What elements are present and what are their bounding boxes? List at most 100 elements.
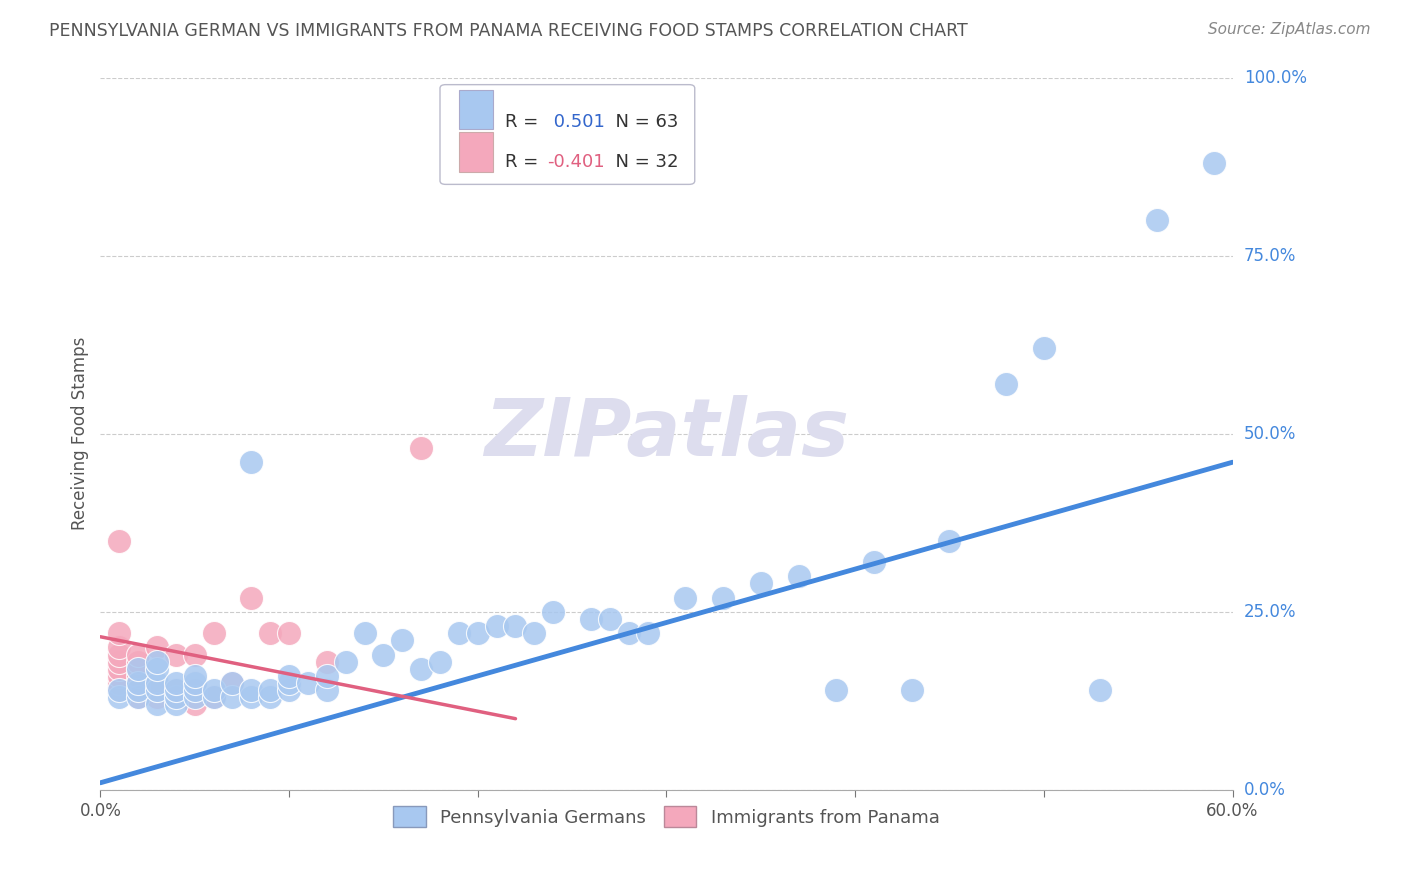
Point [579, 612, 602, 626]
FancyBboxPatch shape [460, 132, 494, 171]
Point [127, 690, 149, 705]
Point [825, 683, 848, 698]
Point [165, 690, 187, 705]
Point [900, 683, 922, 698]
Text: -0.401: -0.401 [547, 153, 605, 171]
FancyBboxPatch shape [440, 85, 695, 185]
Point [165, 690, 187, 705]
Point [221, 690, 243, 705]
Text: Source: ZipAtlas.com: Source: ZipAtlas.com [1208, 22, 1371, 37]
Text: 0.0%: 0.0% [1244, 780, 1285, 799]
Point [146, 690, 169, 705]
Legend: Pennsylvania Germans, Immigrants from Panama: Pennsylvania Germans, Immigrants from Pa… [385, 799, 948, 834]
Point [108, 533, 131, 548]
Text: 75.0%: 75.0% [1244, 246, 1296, 265]
Point [278, 683, 301, 698]
Point [202, 690, 225, 705]
Point [146, 676, 169, 690]
Text: ZIPatlas: ZIPatlas [484, 395, 849, 473]
Point [127, 662, 149, 676]
Point [711, 591, 734, 605]
Point [373, 648, 395, 662]
Point [146, 640, 169, 655]
Point [259, 683, 281, 698]
Point [240, 455, 263, 469]
Point [127, 690, 149, 705]
Point [108, 662, 131, 676]
Text: R =: R = [505, 153, 544, 171]
Point [467, 626, 489, 640]
Point [108, 626, 131, 640]
Point [221, 676, 243, 690]
FancyBboxPatch shape [460, 90, 494, 129]
Point [108, 655, 131, 669]
Point [391, 633, 413, 648]
Text: R =: R = [505, 113, 544, 131]
Point [1202, 156, 1225, 170]
Point [863, 555, 886, 569]
Point [485, 619, 508, 633]
Point [108, 669, 131, 683]
Point [1090, 683, 1112, 698]
Point [278, 669, 301, 683]
Point [146, 683, 169, 698]
Point [127, 676, 149, 690]
Point [599, 612, 621, 626]
Point [146, 698, 169, 712]
Point [673, 591, 696, 605]
Text: 100.0%: 100.0% [1244, 69, 1306, 87]
Y-axis label: Receiving Food Stamps: Receiving Food Stamps [72, 337, 89, 531]
Point [202, 626, 225, 640]
Point [278, 676, 301, 690]
Point [108, 640, 131, 655]
Point [127, 676, 149, 690]
Point [183, 676, 205, 690]
Text: 0.501: 0.501 [547, 113, 605, 131]
Point [165, 698, 187, 712]
Text: 25.0%: 25.0% [1244, 603, 1296, 621]
Point [259, 626, 281, 640]
Point [108, 683, 131, 698]
Point [240, 690, 263, 705]
Point [353, 626, 375, 640]
Text: N = 63: N = 63 [605, 113, 679, 131]
Point [108, 676, 131, 690]
Point [429, 655, 451, 669]
Point [938, 533, 960, 548]
Point [523, 626, 546, 640]
Point [146, 655, 169, 669]
Point [240, 683, 263, 698]
Point [1032, 341, 1054, 355]
Point [108, 683, 131, 698]
Point [617, 626, 640, 640]
Point [202, 683, 225, 698]
Text: PENNSYLVANIA GERMAN VS IMMIGRANTS FROM PANAMA RECEIVING FOOD STAMPS CORRELATION : PENNSYLVANIA GERMAN VS IMMIGRANTS FROM P… [49, 22, 967, 40]
Text: N = 32: N = 32 [605, 153, 679, 171]
Point [1146, 213, 1168, 227]
Text: 50.0%: 50.0% [1244, 425, 1296, 442]
Point [127, 648, 149, 662]
Point [335, 655, 357, 669]
Point [165, 676, 187, 690]
Point [447, 626, 470, 640]
Point [221, 676, 243, 690]
Point [183, 690, 205, 705]
Point [315, 683, 337, 698]
Point [202, 690, 225, 705]
Point [183, 648, 205, 662]
Point [240, 591, 263, 605]
Point [183, 683, 205, 698]
Point [165, 683, 187, 698]
Point [259, 690, 281, 705]
Point [278, 626, 301, 640]
Point [637, 626, 659, 640]
Point [411, 662, 433, 676]
Point [787, 569, 810, 583]
Point [127, 655, 149, 669]
Point [183, 698, 205, 712]
Point [749, 576, 772, 591]
Point [183, 683, 205, 698]
Point [541, 605, 564, 619]
Point [127, 669, 149, 683]
Point [183, 669, 205, 683]
